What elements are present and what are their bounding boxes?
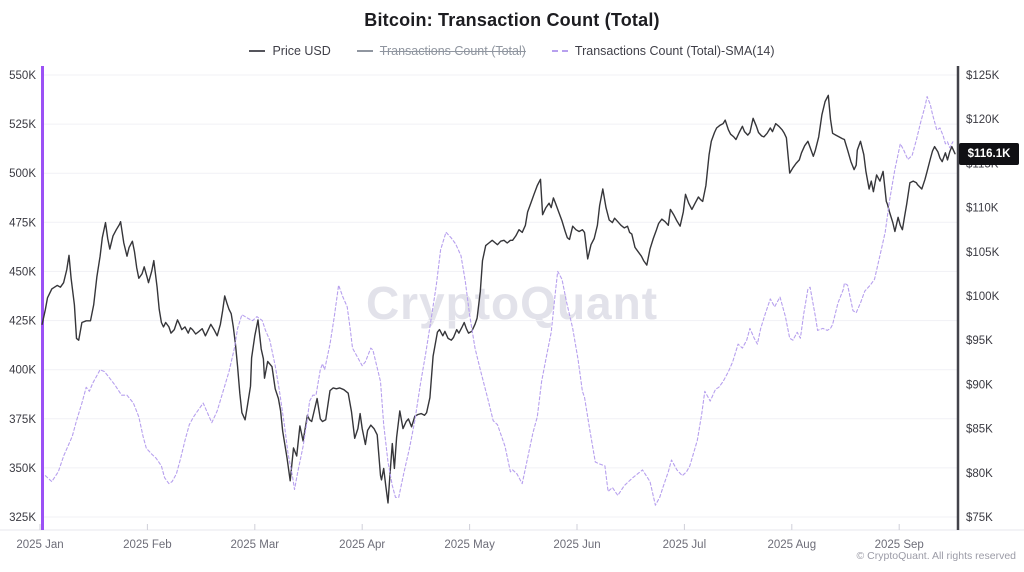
x-axis-label: 2025 May <box>444 539 495 551</box>
legend-swatch-dashed-line-icon <box>551 50 568 52</box>
x-axis-label: 2025 Aug <box>767 539 816 551</box>
y-axis-right-label: $90K <box>966 379 993 391</box>
copyright-notice: © CryptoQuant. All rights reserved <box>856 550 1016 562</box>
x-axis-label: 2025 Jul <box>663 539 706 551</box>
y-axis-left-label: 350K <box>9 463 36 475</box>
legend-item-price-usd[interactable]: Price USD <box>249 44 331 58</box>
x-axis-label: 2025 Apr <box>339 539 385 551</box>
y-axis-left-label: 500K <box>9 168 36 180</box>
y-axis-left-label: 400K <box>9 365 36 377</box>
x-axis-label: 2025 Jun <box>553 539 600 551</box>
y-axis-left-label: 375K <box>9 414 36 426</box>
legend-label: Transactions Count (Total)-SMA(14) <box>574 44 775 58</box>
last-price-badge: $116.1K <box>959 143 1019 165</box>
y-axis-right-label: $120K <box>966 114 1000 126</box>
y-axis-left-label: 525K <box>9 119 36 131</box>
y-axis-right-label: $100K <box>966 291 1000 303</box>
y-axis-right-label: $110K <box>966 203 999 215</box>
y-axis-left-label: 425K <box>9 316 36 328</box>
legend-swatch-line-icon <box>249 50 266 52</box>
legend: Price USD Transactions Count (Total) Tra… <box>0 44 1024 58</box>
legend-swatch-line-icon <box>356 50 373 52</box>
legend-item-transactions-count[interactable]: Transactions Count (Total) <box>356 44 526 58</box>
y-axis-right-label: $105K <box>966 247 1000 259</box>
y-axis-left-label: 450K <box>9 266 36 278</box>
legend-label: Transactions Count (Total) <box>379 44 526 58</box>
x-axis-label: 2025 Jan <box>16 539 63 551</box>
y-axis-right-label: $85K <box>966 424 993 436</box>
y-axis-left-label: 325K <box>9 512 36 524</box>
y-axis-right-label: $75K <box>966 512 993 524</box>
series-line-price-usd <box>41 94 956 504</box>
x-axis-label: 2025 Feb <box>123 539 172 551</box>
x-axis-label: 2025 Sep <box>875 539 924 551</box>
y-axis-left-label: 550K <box>9 70 36 82</box>
y-axis-left-label: 475K <box>9 217 36 229</box>
x-axis-label: 2025 Mar <box>231 539 280 551</box>
y-axis-right-label: $95K <box>966 335 993 347</box>
legend-label: Price USD <box>272 44 331 58</box>
legend-item-transactions-sma14[interactable]: Transactions Count (Total)-SMA(14) <box>551 44 775 58</box>
y-axis-right-label: $80K <box>966 468 993 480</box>
series-line-transactions-count-total-sma-14- <box>44 96 954 506</box>
y-axis-right-label: $125K <box>966 70 1000 82</box>
page-title: Bitcoin: Transaction Count (Total) <box>364 10 660 30</box>
